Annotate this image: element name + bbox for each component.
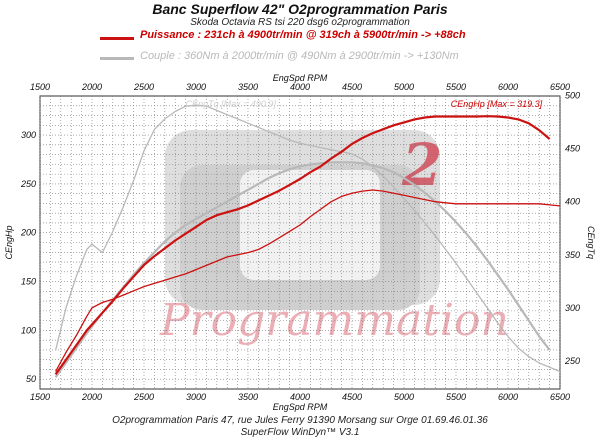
- x-tick-label-top: 5000: [394, 82, 414, 92]
- x-tick-label-bottom: 3000: [186, 392, 206, 402]
- left-tick-label: 300: [21, 130, 36, 140]
- x-tick-label-top: 4000: [290, 82, 310, 92]
- right-tick-label: 250: [564, 356, 580, 366]
- right-tick-label: 300: [565, 303, 580, 313]
- x-tick-label-top: 3000: [186, 82, 206, 92]
- x-tick-label-top: 6500: [550, 82, 570, 92]
- right-tick-label: 350: [565, 250, 580, 260]
- right-tick-label: 500: [565, 91, 580, 101]
- x-tick-label-bottom: 3500: [238, 392, 258, 402]
- right-tick-label: 450: [565, 144, 580, 154]
- x-tick-label-top: 2500: [133, 82, 154, 92]
- series-line-cengtq: [55, 189, 561, 372]
- left-tick-label: 200: [20, 228, 36, 238]
- x-tick-label-bottom: 4000: [290, 392, 310, 402]
- chart-title: Banc Superflow 42" O2programmation Paris: [152, 1, 448, 17]
- annotation-torque-max: CEngTq [Max = 490.9]: [186, 99, 277, 109]
- left-tick-label: 100: [21, 325, 36, 335]
- series-line-cenghp: [54, 115, 551, 376]
- series-line-cengtq-stock: [54, 104, 561, 373]
- footer-software: SuperFlow WinDyn™ V3.1: [240, 427, 360, 438]
- left-axis-title: CEngHp: [4, 225, 14, 259]
- legend-power-label: Puissance : 231ch à 4900tr/min @ 319ch à…: [140, 29, 466, 41]
- legend-power-swatch: [100, 37, 134, 40]
- x-tick-label-top: 4500: [342, 82, 362, 92]
- footer-address: O2programmation Paris 47, rue Jules Ferr…: [112, 415, 488, 426]
- legend-torque-swatch: [100, 57, 134, 60]
- left-tick-label: 250: [20, 179, 36, 189]
- x-tick-label-top: 3500: [238, 82, 258, 92]
- x-tick-label-bottom: 2500: [133, 392, 154, 402]
- watermark-logo-digit: 2: [401, 131, 442, 199]
- x-axis-title-bottom: EngSpd RPM: [273, 402, 328, 412]
- chart-subtitle: Skoda Octavia RS tsi 220 dsg6 o2programm…: [190, 17, 410, 28]
- left-tick-label: 50: [26, 374, 36, 384]
- x-tick-label-bottom: 5000: [394, 392, 414, 402]
- right-tick-label: 400: [565, 197, 580, 207]
- x-tick-label-bottom: 2000: [81, 392, 102, 402]
- watermark-block-inner: [240, 170, 380, 280]
- x-tick-label-top: 2000: [81, 82, 102, 92]
- x-tick-label-bottom: 4500: [342, 392, 362, 402]
- x-tick-label-top: 5500: [446, 82, 466, 92]
- legend-torque-label: Couple : 360Nm à 2000tr/min @ 490Nm à 29…: [140, 50, 459, 62]
- x-tick-label-bottom: 6000: [498, 392, 518, 402]
- x-tick-label-top: 6000: [498, 82, 518, 92]
- right-axis-title: CEngTq: [586, 226, 596, 259]
- annotation-power-max: CEngHp [Max = 319.3]: [451, 99, 543, 109]
- series-line-cenghp-stock: [54, 161, 551, 378]
- x-axis-title-top: EngSpd RPM: [273, 73, 328, 83]
- x-tick-label-top: 1500: [30, 82, 50, 92]
- x-tick-label-bottom: 5500: [446, 392, 466, 402]
- left-tick-label: 150: [21, 277, 36, 287]
- x-tick-label-bottom: 1500: [30, 392, 50, 402]
- x-tick-label-bottom: 6500: [550, 392, 570, 402]
